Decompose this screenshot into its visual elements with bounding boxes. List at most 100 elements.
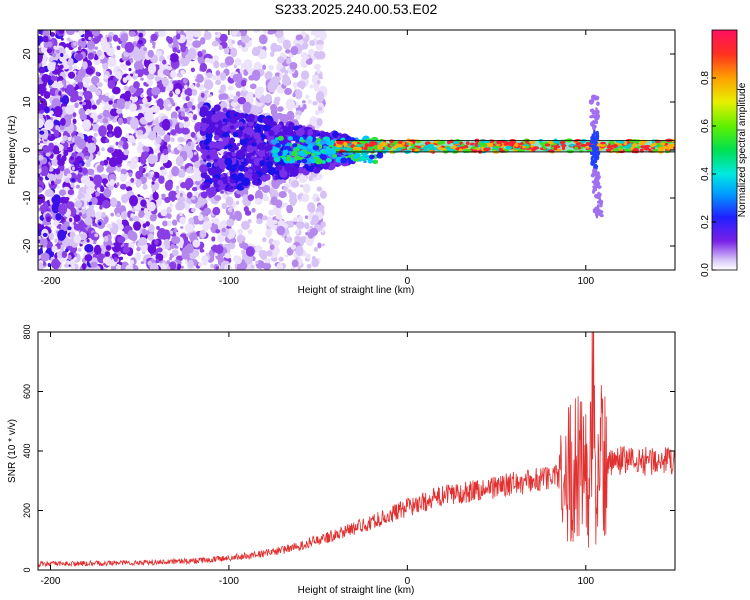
spectrogram-cell [106,223,113,229]
spectrogram-cell [68,217,73,223]
spectrogram-cell [166,206,172,214]
spectrogram-cell [53,105,63,118]
spectrogram-cell [74,30,80,33]
spectrogram-cell [611,144,618,148]
spectrogram-cell [254,86,264,99]
spectrogram-cell [230,173,238,180]
spectrogram-cell [85,187,95,195]
spectrogram-cell [103,159,109,166]
spectrogram-cell [294,121,299,127]
spectrogram-cell [40,252,50,262]
spectrogram-cell [125,186,133,192]
spectrogram-cell [372,146,376,150]
spectrogram-cell [214,252,218,257]
spectrogram-cell [221,125,229,133]
spectrogram-y-tick-label: -20 [22,238,33,253]
spectrogram-cell [279,169,288,178]
spectrogram-cell [144,107,150,113]
spectrogram-cell [206,126,214,134]
spectrogram-cell [281,179,286,184]
spectrogram-cell [292,135,301,141]
spectrogram-cell [268,209,275,216]
spectrogram-cell [43,91,51,99]
spectrogram-cell [319,190,328,199]
spectrogram-cell [140,94,144,98]
spectrogram-cell [292,143,298,148]
spectrogram-cell [596,154,600,161]
spectrogram-cell [154,76,161,82]
spectrogram-cell [247,228,253,235]
spectrogram-cell [248,158,254,164]
spectrogram-cell [487,143,494,148]
spectrogram-cell [180,265,184,269]
spectrogram-cell [256,218,263,225]
spectrogram-cell [79,101,83,105]
spectrogram-cell [282,39,292,50]
spectrogram-cell [377,145,384,150]
spectrogram-cell [199,164,208,173]
colorbar-tick-label: 0.6 [700,119,711,133]
spectrogram-cell [289,61,298,70]
spectrogram-cell [397,147,402,152]
spectrogram-cell [171,219,178,226]
spectrogram-cell [278,190,287,199]
spectrogram-cell [218,44,223,51]
spectrogram-cell [249,83,257,90]
spectrogram-cell [86,207,96,220]
spectrogram-cell [593,144,597,150]
spectrogram-cell [102,109,110,118]
spectrogram-cell [145,83,149,87]
spectrogram-cell [231,152,237,157]
spectrogram-cell [279,72,284,78]
spectrogram-cell [272,146,276,150]
spectrogram-cell [58,91,62,96]
spectrogram-cell [139,66,144,70]
spectrogram-cell [278,256,284,262]
snr-y-axis-label: SNR (10 * v/v) [7,419,18,483]
spectrogram-cell [258,34,268,45]
spectrogram-cell [596,130,599,137]
spectrogram-cell [238,121,244,127]
spectrogram-cell [363,160,367,164]
spectrogram-cell [359,155,366,161]
spectrogram-cell [242,194,249,200]
spectrogram-cell [66,173,72,179]
spectrogram-cell [184,84,188,90]
spectrogram-cell [213,162,219,167]
spectrogram-cell [314,109,320,116]
spectrogram-x-tick-label: 0 [405,276,411,287]
spectrogram-cell [65,248,69,253]
spectrogram-cell [46,47,53,54]
spectrogram-cell [660,142,666,146]
spectrogram-cell [246,201,251,206]
spectrogram-cell [80,175,91,184]
spectrogram-cell [265,154,269,158]
spectrogram-cell [49,72,54,77]
spectrogram-cell [198,213,204,222]
spectrogram-cell [592,148,597,155]
spectrogram-cell [48,133,52,137]
spectrogram-cell [253,132,261,140]
spectrogram-cell [96,187,101,192]
spectrogram-cell [128,68,132,72]
spectrogram-cell [45,216,51,223]
spectrogram-cell [161,77,169,88]
spectrogram-cell [91,123,100,132]
spectrogram-cell [120,32,129,43]
spectrogram-cell [42,30,50,38]
spectrogram-cell [287,189,293,195]
snr-x-axis-label: Height of straight line (km) [298,585,415,596]
spectrogram-cell [38,207,41,212]
spectrogram-cell [38,262,44,270]
snr-x-tick-label: 100 [577,576,594,587]
spectrogram-cell [171,249,179,257]
spectrogram-cell [179,244,183,249]
spectrogram-cell [320,139,327,145]
spectrogram-cell [210,263,214,269]
spectrogram-cell [150,33,158,42]
spectrogram-cell [142,97,148,105]
spectrogram-cell [285,98,296,111]
spectrogram-cell [206,154,211,160]
spectrogram-cell [117,236,126,244]
